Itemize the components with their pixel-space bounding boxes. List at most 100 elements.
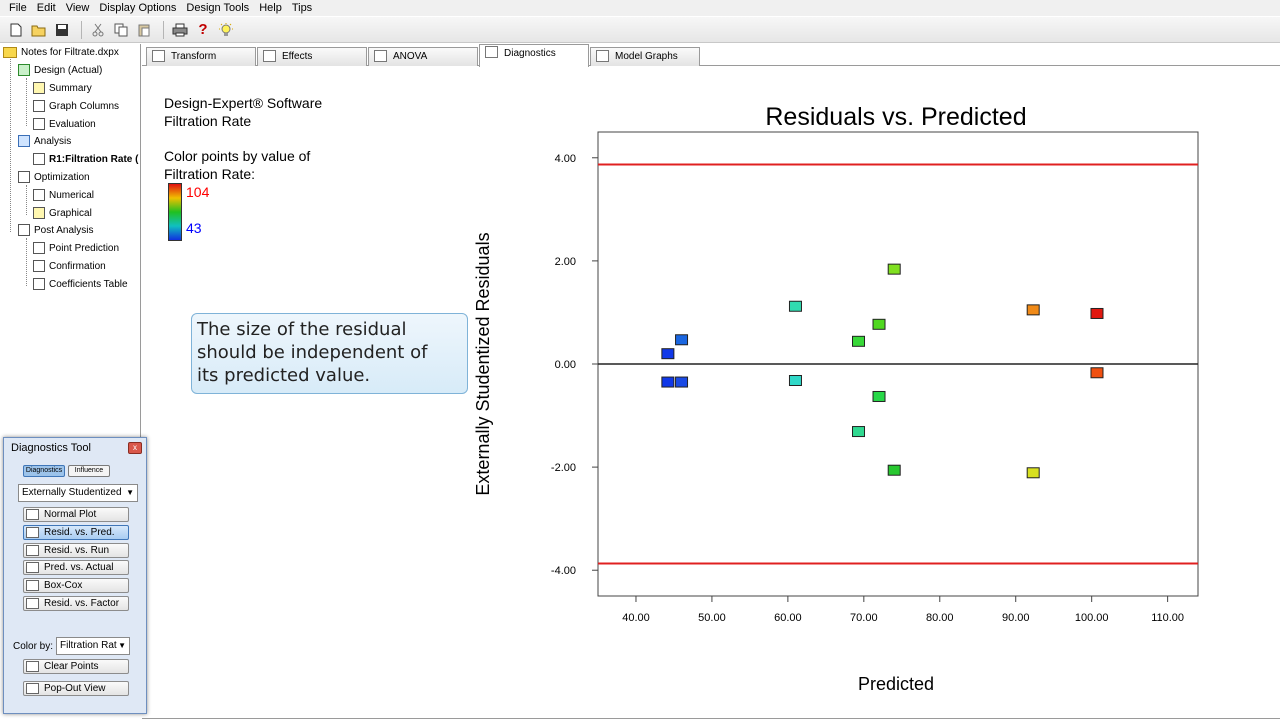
tree-item-analysis[interactable]: Analysis bbox=[18, 133, 71, 149]
color-by-value: Filtration Rat bbox=[60, 640, 117, 651]
resid-vs-factor-icon bbox=[26, 598, 39, 609]
menu-help[interactable]: Help bbox=[259, 2, 282, 14]
x-axis-label: Predicted bbox=[858, 674, 934, 694]
anova-icon bbox=[374, 50, 387, 62]
chart-title: Residuals vs. Predicted bbox=[765, 103, 1026, 131]
clear-points-button[interactable]: Clear Points bbox=[23, 659, 129, 674]
cut-icon[interactable] bbox=[88, 20, 108, 40]
model-graphs-icon bbox=[596, 50, 609, 62]
save-icon[interactable] bbox=[52, 20, 72, 40]
tab-transform[interactable]: Transform bbox=[146, 47, 256, 66]
resid-vs-factor-button[interactable]: Resid. vs. Factor bbox=[23, 596, 129, 611]
tree-item-coefficients-table[interactable]: Coefficients Table bbox=[33, 276, 128, 292]
close-icon[interactable]: x bbox=[128, 442, 142, 454]
tree-connector bbox=[26, 78, 27, 126]
data-point bbox=[852, 426, 866, 438]
tab-diagnostics[interactable]: Diagnostics bbox=[479, 44, 589, 67]
tree-root[interactable]: Notes for Filtrate.dxpx bbox=[3, 44, 119, 60]
residual-type-value: Externally Studentized bbox=[22, 487, 122, 498]
response-icon bbox=[33, 153, 45, 165]
tab-effects[interactable]: Effects bbox=[257, 47, 367, 66]
design-grid-icon bbox=[18, 64, 30, 76]
tree-item-design[interactable]: Design (Actual) bbox=[18, 62, 102, 78]
open-folder-icon[interactable] bbox=[29, 20, 49, 40]
menu-file[interactable]: File bbox=[9, 2, 27, 14]
data-point bbox=[661, 348, 675, 360]
box-cox-button[interactable]: Box-Cox bbox=[23, 578, 129, 593]
chevron-down-icon: ▼ bbox=[118, 641, 126, 650]
menu-design-tools[interactable]: Design Tools bbox=[186, 2, 250, 14]
tree-connector bbox=[26, 238, 27, 286]
effects-icon bbox=[263, 50, 276, 62]
tip-bulb-icon[interactable] bbox=[216, 20, 236, 40]
diagnostics-tool-panel: Diagnostics Tool x Diagnostics Influence… bbox=[3, 437, 147, 714]
color-points-response: Filtration Rate: bbox=[164, 166, 256, 182]
tree-item-confirmation[interactable]: Confirmation bbox=[33, 258, 106, 274]
tree-item-optimization-label: Optimization bbox=[34, 171, 90, 183]
color-by-select[interactable]: Filtration Rat ▼ bbox=[56, 637, 130, 655]
pred-vs-actual-label: Pred. vs. Actual bbox=[44, 562, 114, 573]
tree-item-summary-label: Summary bbox=[49, 82, 92, 94]
tab-anova-label: ANOVA bbox=[393, 51, 428, 62]
copy-icon[interactable] bbox=[111, 20, 131, 40]
tree-item-optimization[interactable]: Optimization bbox=[18, 169, 90, 185]
normal-plot-button[interactable]: Normal Plot bbox=[23, 507, 129, 522]
data-point bbox=[887, 263, 901, 275]
pred-vs-actual-button[interactable]: Pred. vs. Actual bbox=[23, 560, 129, 575]
tree-item-post-analysis[interactable]: Post Analysis bbox=[18, 222, 93, 238]
response-name: Filtration Rate bbox=[164, 113, 252, 129]
data-point bbox=[872, 318, 886, 330]
paste-icon[interactable] bbox=[134, 20, 154, 40]
callout-line-1: The size of the residual bbox=[197, 319, 407, 340]
tree-item-evaluation-label: Evaluation bbox=[49, 118, 96, 130]
x-tick-label: 50.00 bbox=[698, 612, 726, 624]
toolbar-separator bbox=[163, 20, 164, 39]
y-tick-label: 4.00 bbox=[555, 153, 576, 165]
color-points-label: Color points by value of bbox=[164, 148, 311, 164]
y-tick-label: -2.00 bbox=[551, 462, 576, 474]
chart-marks: 40.00 50.00 60.00 70.00 80.00 90.00 100.00 110.… bbox=[551, 153, 1198, 624]
tab-model-graphs[interactable]: Model Graphs bbox=[590, 47, 700, 66]
tree-item-evaluation[interactable]: Evaluation bbox=[33, 116, 96, 132]
menu-display-options[interactable]: Display Options bbox=[99, 2, 177, 14]
resid-vs-run-button[interactable]: Resid. vs. Run bbox=[23, 543, 129, 558]
tree-item-r1-filtration-rate[interactable]: R1:Filtration Rate ( bbox=[33, 151, 138, 167]
data-point bbox=[1090, 307, 1104, 319]
tree-item-summary[interactable]: Summary bbox=[33, 80, 92, 96]
data-point bbox=[852, 335, 866, 347]
new-file-icon[interactable] bbox=[6, 20, 26, 40]
tree-root-label: Notes for Filtrate.dxpx bbox=[21, 46, 119, 58]
help-icon[interactable]: ? bbox=[198, 21, 208, 38]
tree-connector bbox=[26, 185, 27, 215]
transform-icon bbox=[152, 50, 165, 62]
print-icon[interactable] bbox=[170, 20, 190, 40]
tab-diagnostics-label: Diagnostics bbox=[504, 48, 556, 59]
tree-item-numerical[interactable]: Numerical bbox=[33, 187, 94, 203]
tab-anova[interactable]: ANOVA bbox=[368, 47, 478, 66]
clear-points-icon bbox=[26, 661, 39, 672]
residual-type-select[interactable]: Externally Studentized ▼ bbox=[18, 484, 138, 502]
menu-tips[interactable]: Tips bbox=[291, 2, 313, 14]
pop-out-view-button[interactable]: Pop-Out View bbox=[23, 681, 129, 696]
y-tick-label: 2.00 bbox=[555, 256, 576, 268]
color-scale-legend bbox=[168, 183, 182, 241]
graphical-icon bbox=[33, 207, 45, 219]
menu-view[interactable]: View bbox=[65, 2, 90, 14]
y-axis-label: Externally Studentized Residuals bbox=[473, 232, 493, 495]
x-tick-label: 100.00 bbox=[1075, 612, 1109, 624]
resid-vs-pred-button[interactable]: Resid. vs. Pred. bbox=[23, 525, 129, 540]
tree-item-graph-columns[interactable]: Graph Columns bbox=[33, 98, 119, 114]
influence-toggle[interactable]: Influence bbox=[68, 465, 110, 477]
tree-item-post-analysis-label: Post Analysis bbox=[34, 224, 94, 236]
x-tick-label: 90.00 bbox=[1002, 612, 1030, 624]
tab-effects-label: Effects bbox=[282, 51, 313, 62]
menu-bar: File Edit View Display Options Design To… bbox=[0, 0, 1280, 16]
status-divider bbox=[142, 718, 1280, 719]
menu-edit[interactable]: Edit bbox=[36, 2, 56, 14]
x-tick-label: 70.00 bbox=[850, 612, 878, 624]
tree-item-point-prediction[interactable]: Point Prediction bbox=[33, 240, 119, 256]
tree-item-graphical[interactable]: Graphical bbox=[33, 205, 92, 221]
tab-bar: Transform Effects ANOVA Diagnostics Mode… bbox=[142, 44, 1280, 67]
chevron-down-icon: ▼ bbox=[126, 488, 134, 497]
diagnostics-toggle[interactable]: Diagnostics bbox=[23, 465, 65, 477]
